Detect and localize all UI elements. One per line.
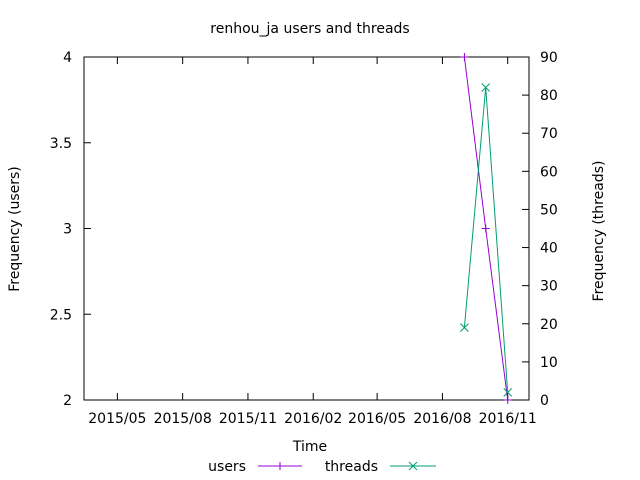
y2-tick-label: 90 (540, 50, 558, 66)
x-tick-label: 2015/08 (154, 411, 212, 427)
y-tick-label: 3 (63, 222, 72, 238)
y2-tick-label: 60 (540, 164, 558, 180)
x-tick-label: 2016/11 (479, 411, 537, 427)
y-axis-right: 0 10 20 30 40 50 60 70 80 90 (522, 50, 558, 409)
x-axis: 2015/05 2015/08 2015/11 2016/02 2016/05 2016/… (88, 57, 537, 427)
data-point-users (503, 396, 512, 404)
y-tick-label: 3.5 (50, 136, 72, 152)
y2-tick-label: 30 (540, 279, 558, 295)
x-tick-label: 2016/05 (348, 411, 406, 427)
chart-title: renhou_ja users and threads (210, 21, 409, 37)
y-axis-left: 2 2.5 3 3.5 4 (50, 50, 91, 409)
y2-tick-label: 50 (540, 202, 558, 218)
data-point-users (460, 53, 469, 61)
y2-tick-label: 0 (540, 393, 549, 409)
x-tick-label: 2016/02 (284, 411, 342, 427)
legend-label-threads: threads (325, 459, 378, 475)
y-tick-label: 2.5 (50, 307, 72, 323)
legend: users threads (208, 459, 436, 475)
data-point-threads (460, 323, 469, 332)
legend-marker-users (276, 462, 284, 470)
plot-frame (83, 56, 530, 401)
y-axis-label: Frequency (users) (7, 166, 23, 292)
x-tick-label: 2016/08 (413, 411, 471, 427)
y2-axis-label: Frequency (threads) (591, 161, 607, 302)
y2-tick-label: 80 (540, 88, 558, 104)
series-layer (460, 53, 513, 404)
data-point-threads (503, 388, 513, 397)
data-point-users (481, 224, 490, 233)
x-axis-label: Time (292, 439, 327, 455)
x-tick-label: 2015/05 (88, 411, 146, 427)
legend-marker-threads (408, 461, 418, 471)
y-tick-label: 4 (63, 50, 72, 66)
y2-tick-label: 10 (540, 355, 558, 371)
y2-tick-label: 70 (540, 126, 558, 142)
data-point-threads (481, 83, 491, 92)
y2-tick-label: 20 (540, 317, 558, 333)
x-tick-label: 2015/11 (219, 411, 277, 427)
legend-label-users: users (208, 459, 246, 475)
plot-area (83, 56, 530, 401)
y2-tick-label: 40 (540, 241, 558, 257)
y-tick-label: 2 (63, 393, 72, 409)
